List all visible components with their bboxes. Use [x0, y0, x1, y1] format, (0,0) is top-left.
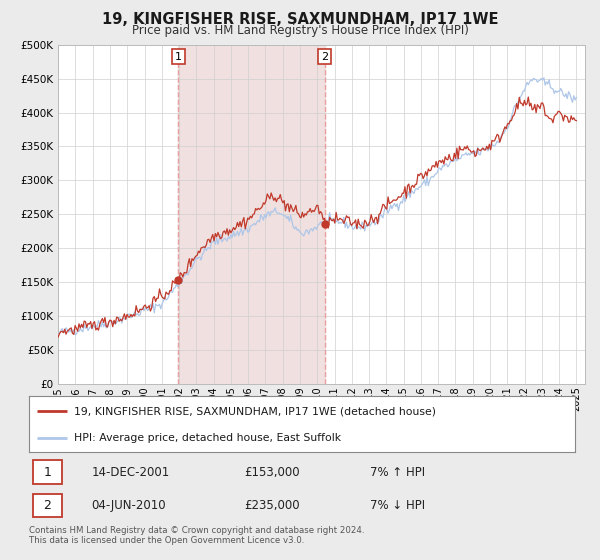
Text: Contains HM Land Registry data © Crown copyright and database right 2024.: Contains HM Land Registry data © Crown c… [29, 526, 364, 535]
FancyBboxPatch shape [33, 494, 62, 517]
Text: 1: 1 [43, 465, 52, 479]
Text: £153,000: £153,000 [244, 465, 300, 479]
Text: HPI: Average price, detached house, East Suffolk: HPI: Average price, detached house, East… [74, 433, 341, 443]
Text: 19, KINGFISHER RISE, SAXMUNDHAM, IP17 1WE (detached house): 19, KINGFISHER RISE, SAXMUNDHAM, IP17 1W… [74, 406, 436, 416]
Text: 7% ↓ HPI: 7% ↓ HPI [370, 499, 425, 512]
Text: 19, KINGFISHER RISE, SAXMUNDHAM, IP17 1WE: 19, KINGFISHER RISE, SAXMUNDHAM, IP17 1W… [102, 12, 498, 27]
Bar [178, 45, 325, 384]
Text: 1: 1 [175, 52, 182, 62]
Text: 14-DEC-2001: 14-DEC-2001 [92, 465, 170, 479]
Text: £235,000: £235,000 [244, 499, 300, 512]
Text: 2: 2 [43, 499, 52, 512]
Text: Price paid vs. HM Land Registry's House Price Index (HPI): Price paid vs. HM Land Registry's House … [131, 24, 469, 36]
Text: This data is licensed under the Open Government Licence v3.0.: This data is licensed under the Open Gov… [29, 536, 304, 545]
Text: 7% ↑ HPI: 7% ↑ HPI [370, 465, 425, 479]
FancyBboxPatch shape [33, 460, 62, 484]
Text: 04-JUN-2010: 04-JUN-2010 [92, 499, 166, 512]
Text: 2: 2 [321, 52, 328, 62]
